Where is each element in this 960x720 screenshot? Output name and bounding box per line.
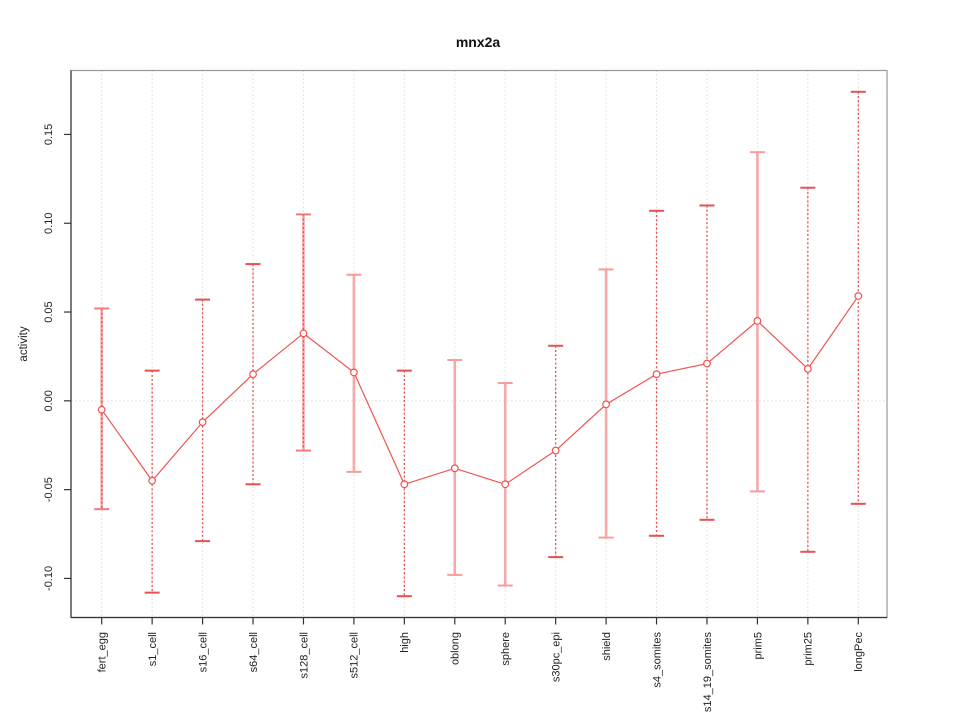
data-point [803, 364, 812, 373]
x-tick-label: fert_egg [97, 632, 109, 672]
x-tick-label: longPec [853, 632, 865, 672]
data-point [299, 329, 308, 338]
x-tick-label: s512_cell [349, 632, 361, 678]
data-point [97, 405, 106, 414]
x-tick-label: s1_cell [147, 632, 159, 666]
data-point [602, 400, 610, 409]
axes [64, 69, 888, 625]
data-point [753, 317, 762, 325]
data-point [450, 464, 459, 473]
y-tick-label: 0.00 [43, 390, 55, 411]
data-point [501, 480, 510, 489]
x-tick-label: s4_somites [651, 632, 663, 688]
x-tick-label: shield [601, 632, 613, 661]
data-point [198, 418, 207, 427]
series-polyline [101, 295, 859, 486]
data-point [703, 359, 711, 368]
x-tick-label: s64_cell [248, 632, 260, 672]
y-tick-label: 0.15 [43, 124, 55, 145]
data-point [400, 480, 409, 489]
data-point [551, 446, 560, 455]
x-tick-label: s30pc_epi [551, 632, 563, 682]
x-tick-label: prim25 [803, 632, 815, 666]
y-axis-label: activity [18, 326, 30, 361]
y-tick-label: 0.10 [43, 213, 55, 234]
data-point [854, 292, 863, 300]
data-point [350, 368, 358, 377]
x-tick-label: s16_cell [197, 632, 209, 672]
x-tick-label: high [399, 632, 411, 653]
y-tick-label: 0.05 [43, 301, 55, 322]
series-line [101, 295, 859, 486]
chart-title: mnx2a [456, 34, 501, 50]
tick-labels: 0.15 0.10 0.05 0.00 -0.05 -0.10 fert_egg s1_cel… [43, 124, 865, 712]
data-point [652, 370, 661, 379]
data-point [249, 370, 257, 379]
y-tick-label: -0.10 [43, 566, 55, 591]
data-points [97, 292, 863, 489]
x-tick-label: sphere [500, 632, 512, 666]
y-tick-label: -0.05 [43, 477, 55, 502]
x-tick-label: s128_cell [298, 632, 310, 678]
data-point [148, 476, 157, 485]
x-tick-label: prim5 [752, 632, 764, 660]
x-tick-label: s14_19_somites [702, 632, 714, 713]
error-bars [94, 90, 866, 598]
x-tick-label: oblong [450, 632, 462, 665]
